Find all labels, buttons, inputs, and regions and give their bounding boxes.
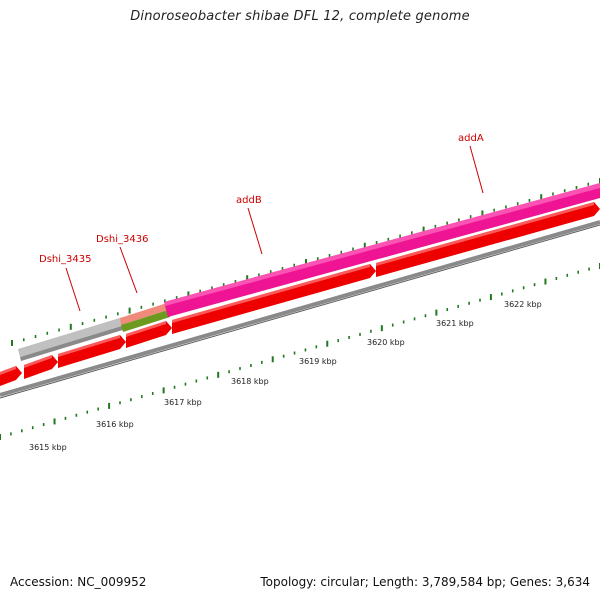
leader-line-adda — [469, 145, 484, 194]
scale-label: 3619 kbp — [299, 357, 337, 366]
leader-line-addb — [247, 207, 263, 255]
leader-line-dshi-3436 — [119, 246, 138, 294]
backbone-line — [0, 220, 600, 397]
gene-dshi-3435-bar[interactable] — [18, 317, 125, 357]
leader-line-dshi-3435 — [65, 267, 81, 312]
cds-arrow[interactable] — [172, 264, 376, 334]
cds-arrow-highlight — [172, 264, 370, 323]
gene-label-dshi-3436[interactable]: Dshi_3436 — [96, 234, 148, 245]
upper-tick-track — [11, 178, 600, 346]
lower-tick-track — [0, 263, 600, 440]
scale-label: 3615 kbp — [29, 443, 67, 452]
cds-arrow[interactable] — [24, 355, 58, 379]
cds-track — [0, 202, 600, 386]
upper-feature-track — [18, 183, 600, 361]
gene-dshi-3435-bar-shadow — [20, 325, 126, 361]
gene-label-addb[interactable]: addB — [236, 195, 262, 206]
scale-label: 3618 kbp — [231, 377, 269, 386]
map-title: Dinoroseobacter shibae DFL 12, complete … — [130, 9, 470, 24]
cds-arrow[interactable] — [126, 321, 172, 348]
cds-arrow-highlight — [0, 366, 16, 375]
gene-labels: Dshi_3435 Dshi_3436 addB addA — [39, 133, 484, 312]
gene-dshi-3436-bar-bottom[interactable] — [121, 310, 170, 332]
backbone-line-shade — [0, 224, 600, 399]
cds-arrow-highlight — [376, 202, 594, 266]
cds-arrow-highlight — [24, 355, 52, 368]
cds-arrow[interactable] — [58, 335, 126, 368]
gene-label-dshi-3435[interactable]: Dshi_3435 — [39, 254, 91, 265]
cds-arrow[interactable] — [376, 202, 600, 277]
scale-label: 3616 kbp — [96, 420, 134, 429]
accession-text: Accession: NC_009952 — [10, 575, 147, 589]
scale-label: 3622 kbp — [504, 300, 542, 309]
scale-labels: 3615 kbp 3616 kbp 3617 kbp 3618 kbp 3619… — [29, 300, 542, 452]
gene-label-adda[interactable]: addA — [458, 133, 484, 144]
scale-label: 3617 kbp — [164, 398, 202, 407]
genome-summary-text: Topology: circular; Length: 3,789,584 bp… — [260, 575, 590, 589]
gene-dshi-3436-bar-top[interactable] — [120, 303, 168, 325]
scale-label: 3621 kbp — [436, 319, 474, 328]
cds-arrow-highlight — [126, 321, 166, 337]
gene-add-bar-highlight — [164, 183, 600, 306]
cds-arrow-highlight — [58, 335, 120, 357]
scale-label: 3620 kbp — [367, 338, 405, 347]
